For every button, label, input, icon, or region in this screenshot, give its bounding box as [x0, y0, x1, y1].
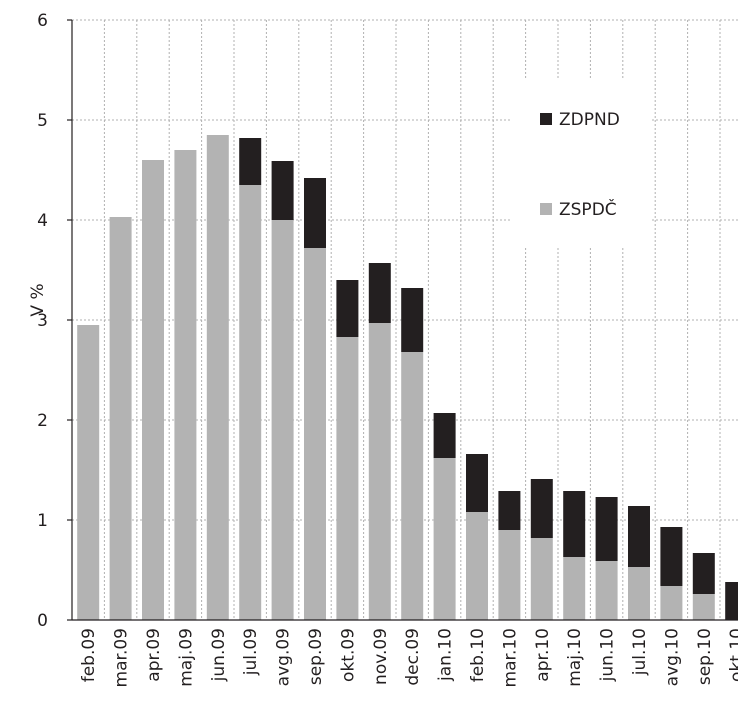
bar-zdpnd-jun-10 [595, 497, 618, 561]
x-tick-label-maj-10: maj.10 [565, 628, 585, 687]
x-tick-label-feb-10: feb.10 [468, 628, 488, 682]
bars [77, 135, 738, 620]
gridlines [72, 19, 738, 620]
bar-zdpnd-sep-09 [304, 178, 326, 248]
legend-swatch-zspdc [540, 203, 552, 215]
y-tick-label-3: 3 [37, 311, 48, 331]
bar-zspd--maj-10 [563, 557, 586, 620]
bar-zdpnd-okt-10 [725, 582, 738, 620]
bar-zspd--apr-09 [142, 160, 164, 620]
bar-zspd--sep-10 [692, 594, 715, 620]
bar-zspd--feb-10 [466, 512, 488, 620]
y-tick-label-0: 0 [37, 611, 48, 631]
x-tick-label-jun-10: jun.10 [598, 628, 618, 682]
bar-zdpnd-apr-10 [530, 479, 553, 538]
bar-zspd--jul-10 [628, 567, 650, 620]
bar-zspd--okt-09 [336, 337, 359, 620]
x-tick-labels: feb.09 mar.09 apr.09 maj.09 jun.09 jul.09 avg.… [79, 628, 738, 687]
x-tick-label-jun-09: jun.09 [209, 628, 229, 682]
bar-zdpnd-jan-10 [433, 413, 456, 458]
x-tick-label-apr-10: apr.10 [533, 628, 553, 682]
bar-zdpnd-avg-09 [271, 161, 294, 220]
bar-zspd--jul-09 [239, 185, 262, 620]
x-tick-label-dec-09: dec.09 [403, 628, 423, 686]
x-tick-label-okt-09: okt.09 [338, 628, 358, 682]
y-tick-label-4: 4 [37, 211, 48, 231]
bar-zspd--avg-09 [271, 220, 294, 620]
x-tick-label-mar-10: mar.10 [500, 628, 520, 687]
bar-zspd--jan-10 [433, 458, 456, 620]
bar-zdpnd-dec-09 [401, 288, 424, 352]
y-tick-label-6: 6 [37, 11, 48, 31]
bar-zdpnd-jul-10 [628, 506, 650, 567]
x-tick-label-feb-09: feb.09 [79, 628, 99, 682]
legend-swatch-zdpnd [540, 113, 552, 125]
x-tick-label-avg-09: avg.09 [274, 628, 294, 686]
x-tick-label-mar-09: mar.09 [112, 628, 132, 687]
axes [67, 19, 738, 621]
y-tick-labels: 0 1 2 3 4 5 6 [37, 11, 48, 631]
legend-background [510, 78, 652, 248]
x-tick-label-sep-10: sep.10 [695, 628, 715, 685]
x-tick-label-apr-09: apr.09 [144, 628, 164, 682]
x-tick-label-jan-10: jan.10 [436, 628, 456, 682]
bar-zdpnd-feb-10 [466, 454, 488, 512]
bar-zspd--dec-09 [401, 352, 424, 620]
bar-zspd--jun-10 [595, 561, 618, 620]
bar-zspd--mar-10 [498, 530, 521, 620]
legend-label-zspdc: ZSPDČ [559, 198, 617, 220]
bar-zdpnd-mar-10 [498, 491, 521, 530]
bar-zdpnd-nov-09 [368, 263, 391, 323]
bar-zdpnd-jul-09 [239, 138, 262, 185]
legend-label-zdpnd: ZDPND [559, 110, 620, 130]
x-tick-label-jul-09: jul.09 [241, 628, 261, 676]
x-tick-label-okt-10: okt.10 [727, 628, 738, 682]
x-tick-label-avg-10: avg.10 [662, 628, 682, 686]
legend: ZDPND ZSPDČ [510, 78, 652, 248]
bar-zspd--jun-09 [206, 135, 229, 620]
x-tick-label-maj-09: maj.09 [176, 628, 196, 687]
bar-zspd--nov-09 [368, 323, 391, 620]
bar-zdpnd-maj-10 [563, 491, 586, 557]
y-axis-label: V % [28, 283, 48, 316]
bar-zspd--sep-09 [304, 248, 326, 620]
x-tick-label-jul-10: jul.10 [630, 628, 650, 676]
bar-zspd--mar-09 [109, 217, 132, 620]
bar-zspd--avg-10 [660, 586, 683, 620]
y-tick-label-5: 5 [37, 111, 48, 131]
bar-zdpnd-sep-10 [692, 553, 715, 594]
y-tick-label-1: 1 [37, 511, 48, 531]
x-tick-label-sep-09: sep.09 [306, 628, 326, 685]
bar-zdpnd-okt-09 [336, 280, 359, 337]
bar-zspd--apr-10 [530, 538, 553, 620]
bar-zspd--maj-09 [174, 150, 197, 620]
bar-zspd--feb-09 [77, 325, 100, 620]
y-tick-label-2: 2 [37, 411, 48, 431]
x-tick-label-nov-09: nov.09 [371, 628, 391, 685]
bar-zdpnd-avg-10 [660, 527, 683, 586]
